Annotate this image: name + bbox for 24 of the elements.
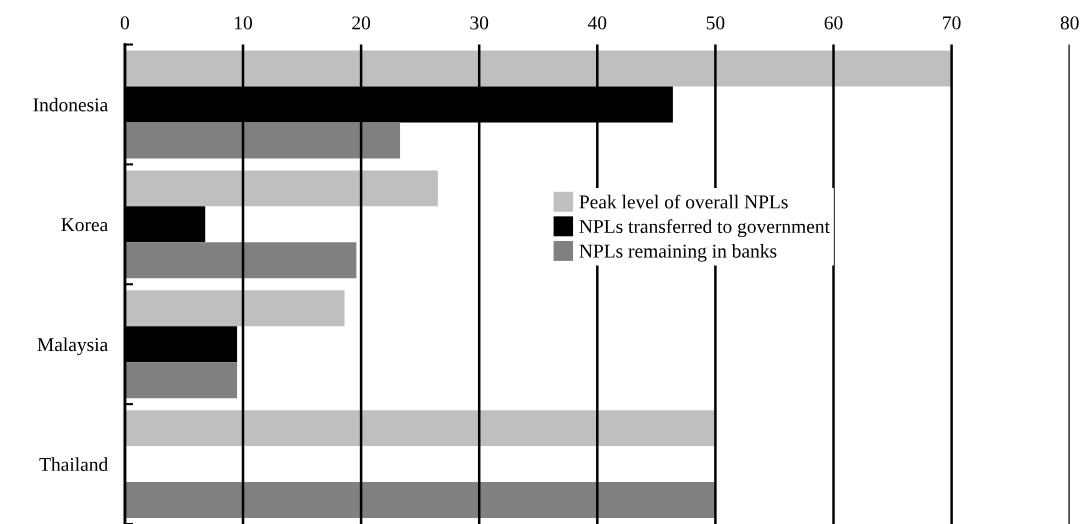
x-tick-label: 50 xyxy=(706,16,725,30)
x-tick-label: 60 xyxy=(824,16,843,30)
x-tick-label: 40 xyxy=(587,16,607,30)
bar xyxy=(124,482,716,519)
bar xyxy=(124,122,401,159)
x-tick-label: 80 xyxy=(1060,16,1079,30)
x-tick-label: 30 xyxy=(470,16,489,30)
bar xyxy=(124,290,345,327)
y-tick-label: Malaysia xyxy=(37,337,108,356)
y-tick-label: Indonesia xyxy=(33,97,108,112)
y-tick-label: Thailand xyxy=(39,457,108,472)
x-tick-label: 70 xyxy=(943,16,961,30)
bar xyxy=(124,242,357,279)
bar xyxy=(124,410,716,447)
bar xyxy=(124,170,438,207)
bar xyxy=(124,50,952,87)
x-tick-label: 20 xyxy=(352,16,371,30)
y-tick-label: Korea xyxy=(61,218,108,232)
bar xyxy=(124,362,238,399)
x-tick-label: 10 xyxy=(234,16,252,30)
legend-label: NPLs transferred to government xyxy=(579,219,830,238)
x-tick-label: 0 xyxy=(120,16,130,30)
legend-label: Peak level of overall NPLs xyxy=(579,194,788,209)
legend-label: NPLs remaining in banks xyxy=(579,243,777,262)
